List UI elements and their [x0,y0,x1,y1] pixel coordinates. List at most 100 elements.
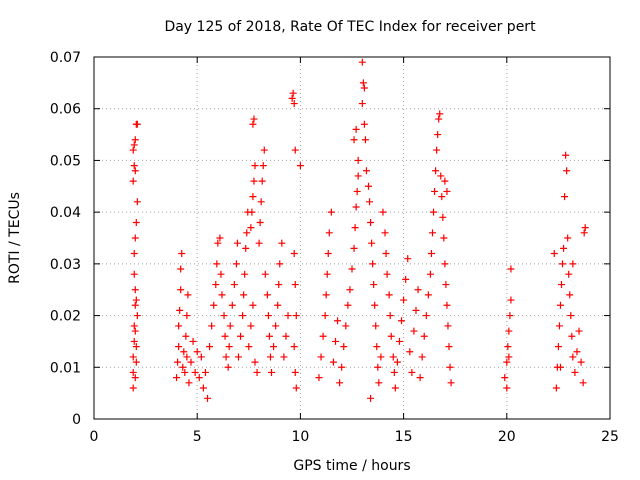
data-point [132,343,140,351]
data-point [573,348,581,356]
data-point [562,151,570,159]
data-point [433,146,441,154]
data-point [266,353,274,361]
data-point [183,353,191,361]
data-point [224,363,232,371]
data-point [187,358,195,366]
data-point [331,337,339,345]
data-point [216,234,224,242]
data-point [265,332,273,340]
data-point [431,187,439,195]
data-point [379,208,387,216]
data-point [243,229,251,237]
data-points [129,58,589,402]
data-point [402,275,410,283]
y-tick-label: 0.07 [50,50,81,66]
data-point [291,146,299,154]
data-point [354,156,362,164]
data-point [248,208,256,216]
data-point [249,301,257,309]
data-point [361,136,369,144]
y-tick-label: 0.04 [50,205,81,221]
data-point [580,229,588,237]
data-point [176,306,184,314]
data-point [442,281,450,289]
data-point [225,343,233,351]
data-point [290,343,298,351]
y-tick-label: 0.06 [50,102,81,118]
axis-ticks: 0 5 10 15 20 25 0 0.01 0.02 0.03 0.04 0.05 0.06 0.07 [50,50,619,445]
data-point [370,281,378,289]
data-point [338,363,346,371]
data-point [204,394,212,402]
data-point [133,312,141,320]
grid [94,57,610,419]
data-point [206,343,214,351]
data-point [329,358,337,366]
data-point [387,332,395,340]
data-point [386,312,394,320]
data-point [374,363,382,371]
data-point [289,89,297,97]
data-point [505,327,513,335]
data-point [412,306,420,314]
data-point [184,291,192,299]
data-point [253,368,261,376]
data-point [424,291,432,299]
data-point [552,384,560,392]
data-point [189,337,197,345]
data-point [173,374,181,382]
data-point [131,167,139,175]
data-point [129,177,137,185]
data-point [564,234,572,242]
data-point [577,358,585,366]
data-point [352,203,360,211]
data-point [239,312,247,320]
data-point [390,368,398,376]
data-point [444,322,452,330]
data-point [131,327,139,335]
data-point [350,244,358,252]
data-point [132,358,140,366]
data-point [432,167,440,175]
data-point [567,312,575,320]
data-point [213,260,221,268]
data-point [133,198,141,206]
data-point [362,167,370,175]
data-point [129,146,137,154]
data-point [373,343,381,351]
data-point [420,332,428,340]
data-point [360,84,368,92]
data-point [131,234,139,242]
data-point [228,301,236,309]
data-point [389,353,397,361]
data-point [435,115,443,123]
data-point [130,322,138,330]
data-point [368,239,376,247]
data-point [428,229,436,237]
data-point [505,353,513,361]
data-point [130,270,138,278]
data-point [240,291,248,299]
data-point [372,322,380,330]
data-point [575,327,583,335]
data-point [292,312,300,320]
data-point [560,244,568,252]
data-point [317,353,325,361]
data-point [290,250,298,258]
data-point [322,291,330,299]
data-point [131,286,139,294]
data-point [210,301,218,309]
data-point [250,115,258,123]
data-point [369,260,377,268]
data-point [437,172,445,180]
x-tick-label: 15 [395,429,413,445]
data-point [131,374,139,382]
data-point [197,353,205,361]
data-point [427,250,435,258]
data-point [439,213,447,221]
data-point [177,265,185,273]
data-point [360,120,368,128]
data-point [507,265,515,273]
